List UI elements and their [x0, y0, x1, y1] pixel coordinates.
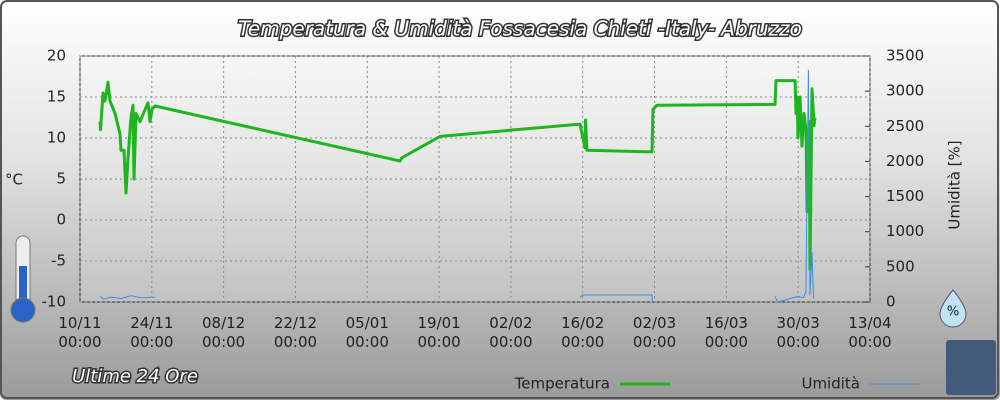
chart-title: Temperatura & Umidità Fossacesia Chieti …: [238, 17, 802, 41]
data-line: [99, 69, 815, 303]
y2-tick-label: 1000: [886, 222, 924, 240]
svg-text:%: %: [947, 305, 959, 320]
y2-tick-label: 0: [886, 293, 896, 311]
y-tick-label: 10: [47, 129, 66, 147]
y-axis-label: °C: [5, 171, 23, 189]
x-tick-label: 16/03 00:00: [704, 314, 748, 351]
x-tick-label: 13/04 00:00: [848, 314, 892, 351]
y2-tick-label: 1500: [886, 187, 924, 205]
y-tick-label: -5: [51, 252, 66, 270]
y2-tick-label: 500: [886, 257, 915, 275]
y2-axis-label: Umidità [%]: [946, 140, 964, 229]
data-line: [98, 79, 817, 271]
y-tick-label: 15: [47, 88, 66, 106]
y2-tick-label: 3500: [886, 47, 924, 65]
x-tick-label: 05/01 00:00: [345, 314, 389, 351]
y-tick-label: 5: [56, 170, 66, 188]
legend-label: Umidità: [801, 375, 860, 393]
y2-tick-label: 3000: [886, 82, 924, 100]
humidity-icon: %: [939, 289, 967, 328]
x-tick-label: 08/12 00:00: [202, 314, 246, 351]
logo-icon: [946, 340, 996, 395]
y-tick-label: 20: [47, 47, 66, 65]
x-tick-label: 02/03 00:00: [632, 314, 677, 351]
y2-tick-label: 2000: [886, 152, 924, 170]
y-tick-label: -10: [42, 293, 67, 311]
thermometer-icon: [10, 235, 36, 323]
x-tick-label: 10/11 00:00: [58, 314, 102, 351]
y2-tick-label: 2500: [886, 117, 924, 135]
y-tick-label: 0: [56, 211, 66, 229]
x-tick-label: 02/02 00:00: [489, 314, 533, 351]
legend-label: Temperatura: [514, 375, 610, 393]
x-tick-label: 22/12 00:00: [273, 314, 318, 351]
x-tick-label: 30/03 00:00: [776, 314, 820, 351]
x-tick-label: 16/02 00:00: [561, 314, 605, 351]
subtitle: Ultime 24 Ore: [72, 366, 198, 387]
x-tick-label: 24/11 00:00: [130, 314, 174, 351]
x-tick-label: 19/01 00:00: [417, 314, 461, 351]
